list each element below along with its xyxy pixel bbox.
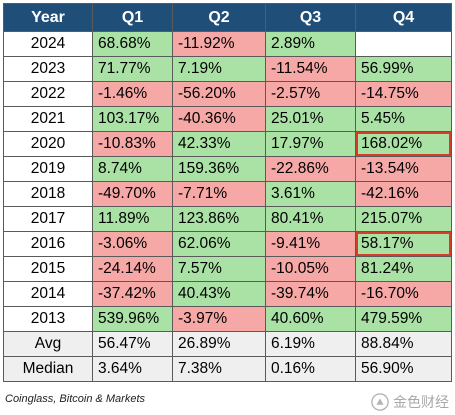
q3-return-cell: -39.74% bbox=[265, 281, 356, 307]
q2-return-cell: 62.06% bbox=[172, 231, 266, 257]
table-row: 2024 68.68% -11.92% 2.89% bbox=[3, 31, 452, 57]
q4-return-cell: -14.75% bbox=[355, 81, 452, 107]
watermark: 金色财经 bbox=[371, 392, 449, 412]
q4-return-cell bbox=[355, 31, 452, 57]
q3-return-cell: 80.41% bbox=[265, 206, 356, 232]
q1-return-cell: 103.17% bbox=[92, 106, 173, 132]
summary-q1-cell: 3.64% bbox=[92, 356, 173, 382]
year-cell: 2022 bbox=[3, 81, 93, 107]
year-cell: 2020 bbox=[3, 131, 93, 157]
summary-label: Avg bbox=[3, 331, 93, 357]
q2-return-cell: -40.36% bbox=[172, 106, 266, 132]
table-row: 2020 -10.83% 42.33% 17.97% 168.02% bbox=[3, 131, 452, 157]
header-q1: Q1 bbox=[92, 3, 173, 32]
q2-return-cell: 42.33% bbox=[172, 131, 266, 157]
summary-q3-cell: 6.19% bbox=[265, 331, 356, 357]
header-q3: Q3 bbox=[265, 3, 356, 32]
q1-return-cell: -37.42% bbox=[92, 281, 173, 307]
q4-return-cell: 215.07% bbox=[355, 206, 452, 232]
q3-return-cell: 40.60% bbox=[265, 306, 356, 332]
q2-return-cell: -3.97% bbox=[172, 306, 266, 332]
table-body: 2024 68.68% -11.92% 2.89% 2023 71.77% 7.19% -11… bbox=[3, 31, 452, 382]
q3-return-cell: -10.05% bbox=[265, 256, 356, 282]
summary-q1-cell: 56.47% bbox=[92, 331, 173, 357]
watermark-logo-icon bbox=[371, 393, 389, 411]
summary-label: Median bbox=[3, 356, 93, 382]
q4-return-cell: 56.99% bbox=[355, 56, 452, 82]
q4-return-cell: 5.45% bbox=[355, 106, 452, 132]
q1-return-cell: -3.06% bbox=[92, 231, 173, 257]
q4-return-cell: -42.16% bbox=[355, 181, 452, 207]
q2-return-cell: -7.71% bbox=[172, 181, 266, 207]
q2-return-cell: -11.92% bbox=[172, 31, 266, 57]
q4-return-cell: -16.70% bbox=[355, 281, 452, 307]
q2-return-cell: 7.19% bbox=[172, 56, 266, 82]
year-cell: 2018 bbox=[3, 181, 93, 207]
summary-q4-cell: 56.90% bbox=[355, 356, 452, 382]
year-cell: 2023 bbox=[3, 56, 93, 82]
q3-return-cell: -22.86% bbox=[265, 156, 356, 182]
table-row: 2016 -3.06% 62.06% -9.41% 58.17% bbox=[3, 231, 452, 257]
summary-q2-cell: 7.38% bbox=[172, 356, 266, 382]
year-cell: 2013 bbox=[3, 306, 93, 332]
summary-row: Median 3.64% 7.38% 0.16% 56.90% bbox=[3, 356, 452, 382]
header-q4: Q4 bbox=[355, 3, 452, 32]
q1-return-cell: -24.14% bbox=[92, 256, 173, 282]
table-row: 2017 11.89% 123.86% 80.41% 215.07% bbox=[3, 206, 452, 232]
q3-return-cell: 17.97% bbox=[265, 131, 356, 157]
q2-return-cell: 159.36% bbox=[172, 156, 266, 182]
q3-return-cell: 25.01% bbox=[265, 106, 356, 132]
q4-return-cell: 58.17% bbox=[355, 231, 452, 257]
q3-return-cell: 2.89% bbox=[265, 31, 356, 57]
table-row: 2018 -49.70% -7.71% 3.61% -42.16% bbox=[3, 181, 452, 207]
q1-return-cell: 8.74% bbox=[92, 156, 173, 182]
year-cell: 2021 bbox=[3, 106, 93, 132]
q2-return-cell: -56.20% bbox=[172, 81, 266, 107]
table-row: 2014 -37.42% 40.43% -39.74% -16.70% bbox=[3, 281, 452, 307]
q3-return-cell: -11.54% bbox=[265, 56, 356, 82]
table-row: 2023 71.77% 7.19% -11.54% 56.99% bbox=[3, 56, 452, 82]
q2-return-cell: 40.43% bbox=[172, 281, 266, 307]
q3-return-cell: -2.57% bbox=[265, 81, 356, 107]
q1-return-cell: 71.77% bbox=[92, 56, 173, 82]
q1-return-cell: 539.96% bbox=[92, 306, 173, 332]
year-cell: 2024 bbox=[3, 31, 93, 57]
q4-return-cell: 81.24% bbox=[355, 256, 452, 282]
q1-return-cell: -49.70% bbox=[92, 181, 173, 207]
q2-return-cell: 7.57% bbox=[172, 256, 266, 282]
quarterly-returns-table: Year Q1 Q2 Q3 Q4 2024 68.68% -11.92% 2.89% 2… bbox=[3, 3, 452, 382]
watermark-text: 金色财经 bbox=[393, 395, 449, 411]
summary-q3-cell: 0.16% bbox=[265, 356, 356, 382]
q4-return-cell: 479.59% bbox=[355, 306, 452, 332]
table-row: 2013 539.96% -3.97% 40.60% 479.59% bbox=[3, 306, 452, 332]
year-cell: 2017 bbox=[3, 206, 93, 232]
q1-return-cell: -1.46% bbox=[92, 81, 173, 107]
q4-return-cell: 168.02% bbox=[355, 131, 452, 157]
year-cell: 2015 bbox=[3, 256, 93, 282]
q3-return-cell: -9.41% bbox=[265, 231, 356, 257]
table-row: 2022 -1.46% -56.20% -2.57% -14.75% bbox=[3, 81, 452, 107]
q1-return-cell: 68.68% bbox=[92, 31, 173, 57]
summary-q2-cell: 26.89% bbox=[172, 331, 266, 357]
year-cell: 2019 bbox=[3, 156, 93, 182]
summary-q4-cell: 88.84% bbox=[355, 331, 452, 357]
table-row: 2019 8.74% 159.36% -22.86% -13.54% bbox=[3, 156, 452, 182]
table-row: 2021 103.17% -40.36% 25.01% 5.45% bbox=[3, 106, 452, 132]
year-cell: 2014 bbox=[3, 281, 93, 307]
table-row: 2015 -24.14% 7.57% -10.05% 81.24% bbox=[3, 256, 452, 282]
q3-return-cell: 3.61% bbox=[265, 181, 356, 207]
q1-return-cell: 11.89% bbox=[92, 206, 173, 232]
source-caption: Coinglass, Bitcoin & Markets bbox=[5, 393, 145, 405]
q2-return-cell: 123.86% bbox=[172, 206, 266, 232]
q4-return-cell: -13.54% bbox=[355, 156, 452, 182]
header-q2: Q2 bbox=[172, 3, 266, 32]
header-year: Year bbox=[3, 3, 93, 32]
summary-row: Avg 56.47% 26.89% 6.19% 88.84% bbox=[3, 331, 452, 357]
header-row: Year Q1 Q2 Q3 Q4 bbox=[3, 3, 452, 32]
q1-return-cell: -10.83% bbox=[92, 131, 173, 157]
year-cell: 2016 bbox=[3, 231, 93, 257]
